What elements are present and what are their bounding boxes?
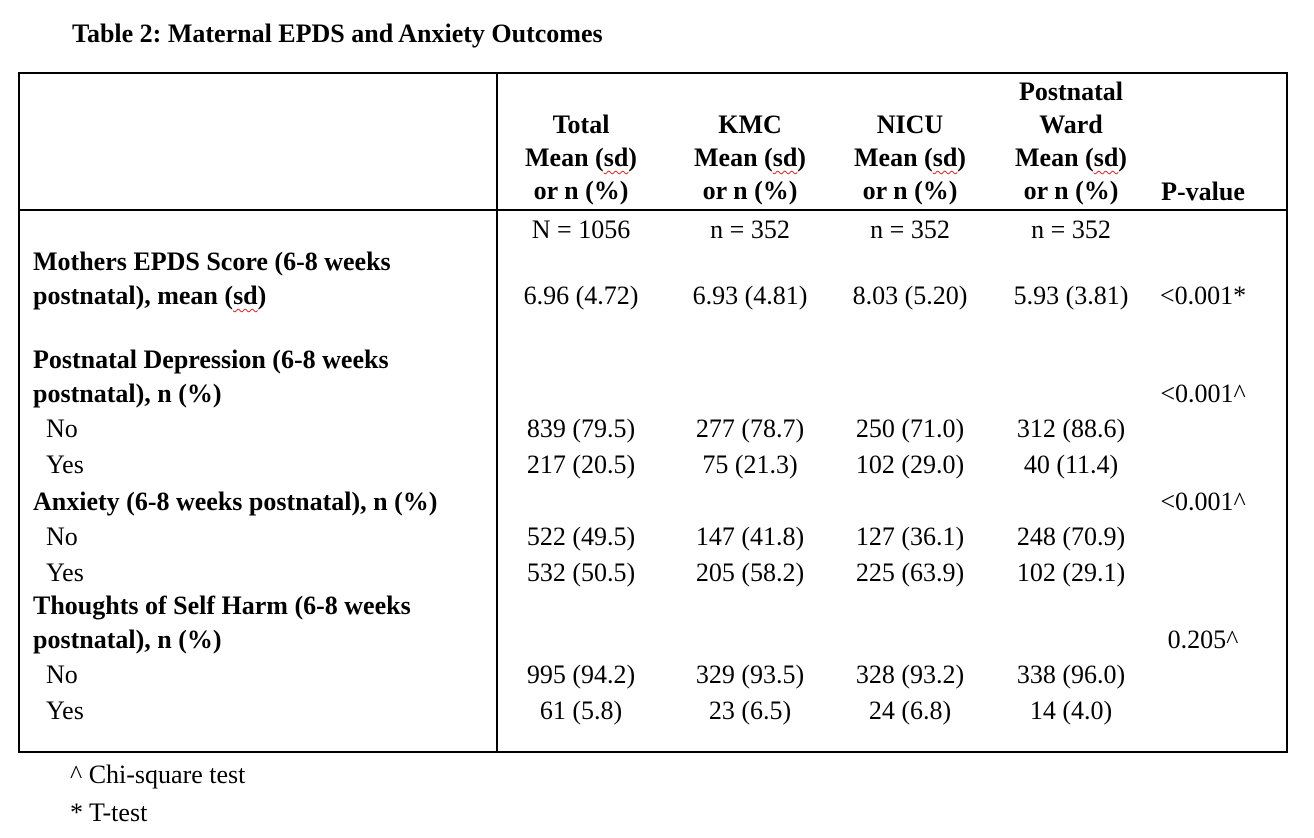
row-label-anxiety: Anxiety (6-8 weeks postnatal), n (%) [33,487,438,516]
column-header-line: or n (%) [533,176,629,205]
anxiety-no-label: No [46,522,78,551]
column-header-line: Total [552,110,610,139]
column-header-line: Mean (sd) [854,143,966,172]
pvalue-header: P-value [1161,177,1245,206]
selfharm-no-value: 329 (93.5) [695,660,805,689]
column-header-line [496,75,666,108]
depression-yes-value: 217 (20.5) [526,450,636,479]
row-label-epds: Mothers EPDS Score (6-8 weeks [33,247,391,276]
depression-no-value: 839 (79.5) [526,414,636,443]
anxiety-no-value: 522 (49.5) [526,522,636,551]
column-header-line [665,75,835,108]
anxiety-yes-label: Yes [46,558,84,587]
depression-no-value: 250 (71.0) [855,414,965,443]
column-header-line [825,75,995,108]
row-label-depression: Postnatal Depression (6-8 weeks [33,345,389,374]
selfharm-yes-value: 23 (6.5) [708,696,792,725]
footnote-t-test: * T-test [70,798,148,827]
anxiety-yes-value: 102 (29.1) [1016,558,1126,587]
selfharm-yes-value: 61 (5.8) [539,696,623,725]
row-label-selfharm-2: postnatal), n (%) [33,625,222,654]
anxiety-yes-value: 532 (50.5) [526,558,636,587]
anxiety-pvalue: <0.001^ [1160,487,1246,516]
column-header-line: or n (%) [702,176,798,205]
column-header-line: KMC [718,110,782,139]
column-n: n = 352 [1031,215,1111,244]
column-n: N = 1056 [531,215,631,244]
selfharm-yes-label: Yes [46,696,84,725]
column-header-line: NICU [876,110,944,139]
results-table: Total Mean (sd) or n (%) N = 1056 KMC Mean (s… [18,72,1288,753]
epds-value: 6.93 (4.81) [692,281,808,310]
selfharm-yes-value: 14 (4.0) [1029,696,1113,725]
column-header-1: KMC Mean (sd) or n (%) [665,75,835,207]
depression-yes-value: 75 (21.3) [702,450,798,479]
selfharm-yes-value: 24 (6.8) [868,696,952,725]
anxiety-yes-value: 205 (58.2) [695,558,805,587]
table-title: Table 2: Maternal EPDS and Anxiety Outco… [72,19,603,48]
column-header-line: Mean (sd) [694,143,806,172]
header-divider [20,209,1286,211]
depression-yes-value: 40 (11.4) [1023,450,1119,479]
anxiety-no-value: 147 (41.8) [695,522,805,551]
column-header-3: Postnatal Ward Mean (sd) or n (%) [986,75,1156,207]
column-n: n = 352 [710,215,790,244]
selfharm-no-value: 338 (96.0) [1016,660,1126,689]
depression-yes-value: 102 (29.0) [855,450,965,479]
row-label-selfharm: Thoughts of Self Harm (6-8 weeks [33,591,411,620]
selfharm-no-label: No [46,660,78,689]
column-divider [496,74,498,751]
anxiety-yes-value: 225 (63.9) [855,558,965,587]
anxiety-no-value: 127 (36.1) [855,522,965,551]
depression-no-value: 312 (88.6) [1016,414,1126,443]
selfharm-pvalue: 0.205^ [1167,625,1239,654]
column-header-line: Mean (sd) [1015,143,1127,172]
row-label-epds-2: postnatal), mean (sd) [33,281,267,310]
column-header-line: or n (%) [862,176,958,205]
column-header-0: Total Mean (sd) or n (%) [496,75,666,207]
depression-pvalue: <0.001^ [1160,379,1246,408]
epds-value: 6.96 (4.72) [523,281,639,310]
depression-yes-label: Yes [46,450,84,479]
column-header-line: Mean (sd) [525,143,637,172]
epds-value: 5.93 (3.81) [1013,281,1129,310]
depression-no-label: No [46,414,78,443]
column-header-line: Postnatal [1019,77,1123,106]
column-header-line: Ward [1039,110,1103,139]
footnote-chi-square: ^ Chi-square test [70,760,246,789]
row-label-depression-2: postnatal), n (%) [33,379,222,408]
column-header-2: NICU Mean (sd) or n (%) [825,75,995,207]
epds-value: 8.03 (5.20) [852,281,968,310]
depression-no-value: 277 (78.7) [695,414,805,443]
epds-pvalue: <0.001* [1159,281,1247,310]
column-n: n = 352 [870,215,950,244]
column-header-line: or n (%) [1023,176,1119,205]
anxiety-no-value: 248 (70.9) [1016,522,1126,551]
selfharm-no-value: 995 (94.2) [526,660,636,689]
selfharm-no-value: 328 (93.2) [855,660,965,689]
